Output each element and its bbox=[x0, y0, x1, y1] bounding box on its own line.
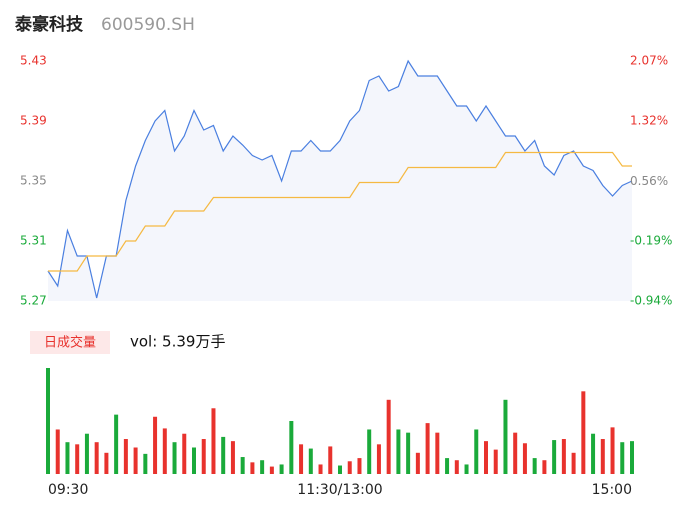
volume-bar bbox=[600, 439, 605, 474]
stock-code: 600590.SH bbox=[101, 15, 195, 35]
volume-bar bbox=[610, 427, 615, 474]
volume-bar bbox=[269, 466, 274, 474]
volume-bar bbox=[396, 429, 401, 474]
volume-bar bbox=[445, 458, 450, 474]
volume-bar bbox=[542, 460, 547, 474]
x-tick-label: 09:30 bbox=[48, 482, 88, 498]
volume-bar bbox=[289, 421, 294, 474]
volume-bar bbox=[230, 441, 235, 474]
y2-tick-label: 2.07% bbox=[630, 54, 668, 68]
volume-bar bbox=[532, 458, 537, 474]
volume-bar bbox=[630, 441, 634, 474]
y-tick-label: 5.43 bbox=[20, 54, 47, 68]
volume-bar bbox=[415, 452, 420, 474]
volume-bar bbox=[221, 436, 226, 474]
volume-bar bbox=[308, 448, 313, 474]
volume-bar bbox=[503, 399, 508, 474]
volume-bar bbox=[153, 416, 158, 474]
y-tick-label: 5.35 bbox=[20, 174, 47, 188]
volume-bar bbox=[484, 441, 488, 474]
volume-bar bbox=[192, 447, 196, 474]
volume-bar bbox=[123, 439, 128, 474]
volume-bar bbox=[474, 429, 479, 474]
volume-bar bbox=[172, 442, 177, 474]
volume-bar bbox=[425, 423, 430, 474]
volume-bar bbox=[65, 442, 70, 474]
volume-bar bbox=[75, 444, 80, 474]
volume-bar bbox=[46, 368, 50, 474]
volume-bar bbox=[552, 440, 557, 474]
volume-bar bbox=[318, 464, 323, 474]
x-tick-label: 15:00 bbox=[592, 482, 632, 498]
y2-tick-label: 0.56% bbox=[630, 174, 668, 188]
volume-bar bbox=[357, 458, 362, 474]
volume-bar bbox=[279, 464, 284, 474]
y2-tick-label: -0.19% bbox=[630, 234, 672, 248]
y2-tick-label: 1.32% bbox=[630, 113, 668, 127]
volume-bar bbox=[620, 442, 625, 474]
y-tick-label: 5.31 bbox=[20, 234, 47, 248]
volume-bar bbox=[591, 433, 596, 474]
volume-bar bbox=[211, 408, 216, 474]
price-line bbox=[47, 59, 633, 299]
volume-bar bbox=[338, 465, 342, 474]
volume-bar bbox=[435, 432, 440, 474]
volume-bar bbox=[406, 432, 411, 474]
volume-bar bbox=[162, 428, 167, 474]
volume-bar bbox=[143, 453, 148, 474]
volume-bar bbox=[328, 446, 333, 474]
y-tick-label: 5.39 bbox=[20, 114, 47, 128]
volume-label-box bbox=[30, 331, 110, 354]
y-tick-label: 5.27 bbox=[20, 294, 47, 308]
volume-bar bbox=[367, 429, 372, 474]
volume-total: vol: 5.39万手 bbox=[130, 333, 225, 351]
volume-bar bbox=[493, 449, 498, 474]
volume-bar bbox=[114, 414, 119, 474]
average-line bbox=[48, 151, 632, 272]
volume-bar bbox=[182, 433, 187, 474]
volume-bar bbox=[464, 464, 469, 474]
volume-bar bbox=[299, 444, 304, 474]
x-tick-label: 11:30/13:00 bbox=[297, 482, 382, 498]
volume-bar bbox=[561, 439, 566, 474]
volume-bar bbox=[104, 452, 109, 474]
volume-bar bbox=[347, 461, 352, 474]
volume-bar bbox=[94, 442, 99, 474]
volume-bar bbox=[386, 399, 391, 474]
volume-bar bbox=[250, 462, 255, 474]
stock-name: 泰豪科技 bbox=[15, 14, 84, 35]
volume-bar bbox=[522, 443, 527, 474]
price-area bbox=[48, 61, 632, 301]
volume-bar bbox=[454, 460, 459, 474]
volume-bar bbox=[581, 391, 586, 474]
volume-bar bbox=[55, 429, 60, 474]
volume-bar bbox=[513, 432, 518, 474]
volume-bar bbox=[133, 447, 138, 474]
y2-tick-label: -0.94% bbox=[630, 294, 672, 308]
volume-bar bbox=[376, 444, 381, 474]
volume-bar bbox=[84, 433, 89, 474]
volume-bar bbox=[260, 460, 265, 474]
volume-label: 日成交量 bbox=[44, 335, 96, 351]
volume-bar bbox=[571, 452, 576, 474]
volume-bar bbox=[240, 457, 245, 474]
volume-bar bbox=[201, 439, 206, 474]
